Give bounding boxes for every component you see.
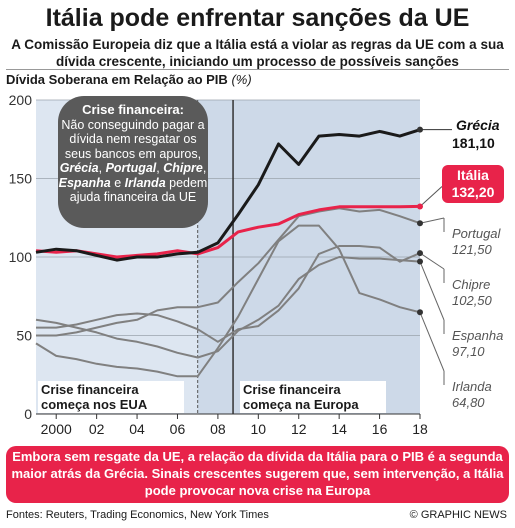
series-line-itália bbox=[35, 204, 421, 259]
credit: © GRAPHIC NEWS bbox=[409, 509, 507, 521]
series-value-label: 132,20 bbox=[452, 184, 495, 200]
x-tick-label: 04 bbox=[129, 421, 145, 437]
series-line-portugal bbox=[36, 207, 421, 337]
crisis-callout: Crise financeira: Não conseguindo pagar … bbox=[58, 96, 208, 228]
y-tick-label: 50 bbox=[16, 328, 32, 344]
x-tick-label: 14 bbox=[331, 421, 347, 437]
series-name-label: Espanha bbox=[452, 328, 503, 343]
x-tick-label: 2000 bbox=[41, 421, 72, 437]
axis-caption: Dívida Soberana em Relação ao PIB (%) bbox=[6, 72, 252, 87]
series-line-chipre bbox=[36, 245, 421, 343]
series-name-label: Grécia bbox=[456, 117, 500, 133]
series-value-label: 121,50 bbox=[452, 242, 493, 257]
callout-title: Crise financeira: bbox=[82, 102, 184, 117]
y-tick-label: 100 bbox=[9, 249, 33, 265]
x-tick-label: 10 bbox=[251, 421, 267, 437]
series-name-label: Portugal bbox=[452, 226, 502, 241]
sources: Fontes: Reuters, Trading Economics, New … bbox=[6, 509, 269, 521]
label-box-italia bbox=[442, 165, 504, 203]
series-name-label: Irlanda bbox=[452, 379, 492, 394]
series-value-label: 181,10 bbox=[452, 135, 495, 151]
series-end-marker bbox=[417, 126, 423, 133]
x-tick-label: 02 bbox=[89, 421, 105, 437]
series-value-label: 102,50 bbox=[452, 293, 493, 308]
callout-text-b: pedem ajuda financeira da UE bbox=[69, 175, 208, 205]
leader-line bbox=[419, 186, 443, 207]
axis-caption-unit: (%) bbox=[231, 72, 252, 87]
divider bbox=[6, 69, 509, 70]
series-end-marker bbox=[417, 258, 423, 265]
bottom-note: Embora sem resgate da UE, a relação da d… bbox=[6, 446, 509, 503]
callout-sep-1: , bbox=[98, 161, 106, 175]
series-value-label: 64,80 bbox=[452, 395, 485, 410]
x-tick-label: 08 bbox=[210, 421, 226, 437]
y-tick-label: 0 bbox=[24, 406, 32, 422]
x-tick-label: 06 bbox=[170, 421, 186, 437]
callout-country-4: Espanha bbox=[58, 175, 111, 190]
x-tick-label: 12 bbox=[291, 421, 307, 437]
y-tick-label: 150 bbox=[9, 171, 33, 187]
callout-body: Não conseguindo pagar a dívida nem resga… bbox=[58, 118, 208, 205]
series-line-espanha bbox=[35, 256, 421, 359]
period-label-us: Crise financeira começa nos EUA bbox=[38, 381, 184, 413]
series-end-marker bbox=[417, 250, 423, 257]
leader-line bbox=[419, 252, 445, 270]
axis-caption-text: Dívida Soberana em Relação ao PIB bbox=[6, 72, 228, 87]
callout-sep-4: e bbox=[110, 175, 125, 190]
callout-country-3: Chipre bbox=[163, 161, 203, 175]
y-tick-label: 200 bbox=[9, 92, 33, 108]
series-end-marker bbox=[417, 203, 423, 210]
callout-country-2: Portugal bbox=[105, 161, 157, 175]
callout-text-a: Não conseguindo pagar a dívida nem resga… bbox=[61, 117, 205, 161]
callout-country-1: Grécia bbox=[59, 161, 99, 175]
page-subtitle: A Comissão Europeia diz que a Itália est… bbox=[11, 37, 504, 69]
callout-country-5: Irlanda bbox=[124, 175, 166, 190]
leader-line bbox=[419, 217, 445, 224]
series-end-marker bbox=[417, 220, 423, 227]
series-value-label: 97,10 bbox=[452, 344, 485, 359]
series-name-label: Itália bbox=[457, 167, 489, 183]
x-tick-label: 18 bbox=[412, 421, 428, 437]
series-end-marker bbox=[417, 309, 423, 316]
page-title: Itália pode enfrentar sanções da UE bbox=[45, 4, 470, 32]
callout-sep-2: , bbox=[156, 161, 164, 175]
leader-line bbox=[419, 312, 445, 372]
x-tick-label: 16 bbox=[372, 421, 388, 437]
series-line-grécia bbox=[35, 128, 421, 262]
series-line-irlanda bbox=[35, 224, 421, 378]
callout-sep-3: , bbox=[202, 161, 207, 175]
period-label-eu: Crise financeira começa na Europa bbox=[240, 381, 386, 413]
series-name-label: Chipre bbox=[452, 277, 490, 292]
leader-line bbox=[419, 261, 445, 321]
